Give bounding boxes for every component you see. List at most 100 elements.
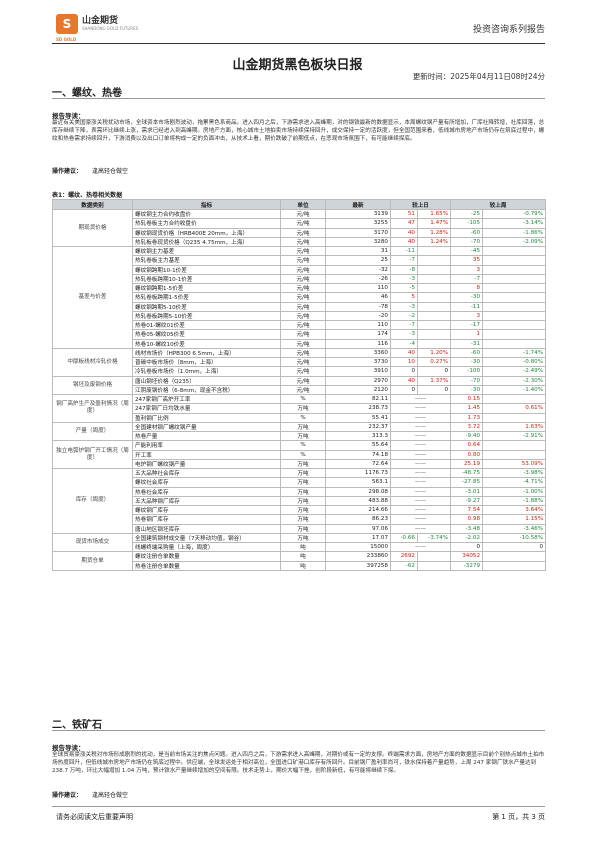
vs-day-change-cell: -11 <box>390 245 418 257</box>
latest-cell: 3280 <box>325 236 391 248</box>
vs-day-pct-cell <box>416 301 452 312</box>
vs-day-cell: —— <box>389 412 452 423</box>
unit-cell: 万吨 <box>280 477 326 488</box>
vs-day-pct-cell: 0.27% <box>416 356 452 368</box>
latest-cell: 174 <box>325 329 391 340</box>
vs-week-pct-cell <box>482 319 547 331</box>
vs-day-cell: —— <box>389 523 452 534</box>
vs-week-change-cell: -2.02 <box>450 532 484 544</box>
report-series: 投资咨询系列报告 <box>472 25 545 35</box>
indicator-cell: 螺纹钢跨期10-1价差 <box>132 264 281 275</box>
vs-week-pct-cell: -2.09% <box>482 236 547 248</box>
table-row: 247家钢厂日均铁水量 万吨 238.73 —— 1.45 0.61% <box>53 403 547 414</box>
vs-day-cell: —— <box>389 486 452 497</box>
latest-cell: -32 <box>325 264 391 275</box>
latest-cell: 3360 <box>325 347 391 359</box>
vs-day-pct-cell <box>416 551 452 562</box>
vs-week-change-cell: -9.40 <box>450 430 484 442</box>
latest-cell: 82.11 <box>325 393 391 405</box>
vs-week-change-cell: 25.19 <box>450 458 484 470</box>
company-logo: S 山金期货 SHANDONG GOLD FUTURES <box>56 14 138 34</box>
vs-week-change-cell: 0 <box>450 541 484 553</box>
vs-day-change-cell: 40 <box>390 236 418 248</box>
unit-cell: 元/吨 <box>280 319 326 331</box>
vs-week-pct-cell: -1.86% <box>482 227 547 238</box>
latest-cell: 563.1 <box>325 477 391 488</box>
table-header-row: 数据类别 指标 单位 最新 较上日 较上周 <box>52 199 547 210</box>
category-cell: 产量（周度） <box>52 421 133 442</box>
vs-day-cell: —— <box>389 440 452 451</box>
indicator-cell: 热卷社会库存 <box>132 486 281 497</box>
table-row: 热轧卷板跨期10-1价差 元/吨 -26 -3 -7 <box>53 273 547 285</box>
table-row: 现货市场成交 全国建筑钢材成交量（7天移动均值，钢谷） 万吨 17.07 -0.66 -3… <box>52 532 547 553</box>
vs-week-pct-cell: -1.40% <box>482 384 547 396</box>
vs-week-change-cell: 1 <box>450 329 484 340</box>
vs-week-pct-cell: -4.71% <box>482 477 547 488</box>
vs-day-pct-cell: 1.47% <box>416 218 452 229</box>
category-cell: 期货仓单 <box>52 551 133 571</box>
vs-week-pct-cell: 0 <box>482 541 547 553</box>
category-cell: 库存（周度） <box>52 468 133 534</box>
op-label: 操作建议： <box>52 792 83 799</box>
indicator-cell: 全国建筑钢材成交量（7天移动均值，钢谷） <box>132 532 281 544</box>
latest-cell: 2970 <box>325 375 391 386</box>
vs-week-change-cell: -3.01 <box>450 486 484 497</box>
unit-cell: 万吨 <box>280 514 326 525</box>
vs-day-change-cell: -7 <box>390 319 418 331</box>
vs-week-change-cell: 0.80 <box>450 449 484 460</box>
vs-week-pct-cell <box>482 273 547 285</box>
vs-week-pct-cell: 0.61% <box>482 403 547 414</box>
category-cell: 钢坯及废钢价格 <box>52 375 133 395</box>
vs-week-pct-cell <box>482 310 547 322</box>
table-row: 热轧卷板主力合约收盘价 元/吨 3255 47 1.47% -105 -3.14% <box>53 218 547 229</box>
vs-day-pct-cell <box>416 310 452 322</box>
indicator-cell: 螺纹注册仓单数量 <box>132 551 281 562</box>
indicator-cell: 螺纹社会库存 <box>132 477 281 488</box>
latest-cell: 238.73 <box>325 403 391 414</box>
latest-cell: 116 <box>325 338 391 349</box>
vs-day-pct-cell <box>416 273 452 285</box>
update-time: 更新时间：2025年04月11日08时24分 <box>412 72 545 81</box>
vs-week-change-cell: -31 <box>450 338 484 349</box>
latest-cell: 233860 <box>325 551 391 562</box>
indicator-cell: 热轧卷板跨期1-5价差 <box>132 292 281 303</box>
unit-cell: 元/吨 <box>280 273 326 285</box>
unit-cell: 元/吨 <box>280 375 326 386</box>
logo-mark-icon: S <box>56 14 78 34</box>
table-row: 独立电弧炉钢厂开工情况（周度） 产能利用率% 55.64 —— 0.64 <box>52 440 547 469</box>
latest-cell: 31 <box>325 245 391 257</box>
vs-day-cell: —— <box>389 467 452 479</box>
unit-cell: 元/吨 <box>280 329 326 340</box>
table-row: 中厚板线材冷轧价格 线材市场价（HPB300 6.5mm，上海） 元/吨 3360 40… <box>52 347 547 377</box>
table-row: 产量（周度） 全国建材钢厂螺纹钢产量 万吨 232.37 —— 3.72 1.63% <box>52 421 547 442</box>
vs-week-pct-cell <box>482 255 547 266</box>
vs-week-pct-cell: -3.46% <box>482 523 547 534</box>
latest-cell: 214.66 <box>325 504 391 516</box>
vs-week-pct-cell: -2.30% <box>482 375 547 386</box>
col-header-indicator: 指标 <box>132 199 281 210</box>
unit-cell: 元/吨 <box>280 301 326 312</box>
vs-day-change-cell: 2692 <box>390 551 418 562</box>
vs-week-change-cell: -25 <box>450 208 484 220</box>
footer-page-number: 第 1 页，共 3 页 <box>492 813 545 821</box>
table-row: 期现货价格 螺纹钢主力合约收盘价 元/吨 3139 51 1.65% -25 -0.79% <box>52 208 547 247</box>
vs-day-change-cell: 10 <box>390 356 418 368</box>
vs-day-cell: —— <box>389 421 452 433</box>
vs-day-cell: —— <box>389 477 452 488</box>
unit-cell: 元/吨 <box>280 384 326 396</box>
vs-week-pct-cell: 3.64% <box>482 504 547 516</box>
table-row: 钢坯及废钢价格 唐山钢坯价格（Q235） 元/吨 2970 40 1.37% -70 -2.3… <box>52 375 547 395</box>
unit-cell: 万吨 <box>280 421 326 433</box>
latest-cell: 110 <box>325 319 391 331</box>
col-header-vs-week: 较上周 <box>450 199 547 210</box>
vs-day-change-cell: -62 <box>390 560 418 571</box>
vs-day-pct-cell: 0 <box>416 384 452 396</box>
vs-week-pct-cell <box>482 292 547 303</box>
vs-week-change-cell: 7.54 <box>450 504 484 516</box>
guide-label: 报告导读： <box>52 744 85 752</box>
vs-week-change-cell: 3 <box>450 264 484 275</box>
vs-day-cell: —— <box>389 504 452 516</box>
vs-day-cell: —— <box>389 495 452 507</box>
vs-week-pct-cell <box>482 560 547 571</box>
vs-week-change-cell: 3 <box>450 310 484 322</box>
